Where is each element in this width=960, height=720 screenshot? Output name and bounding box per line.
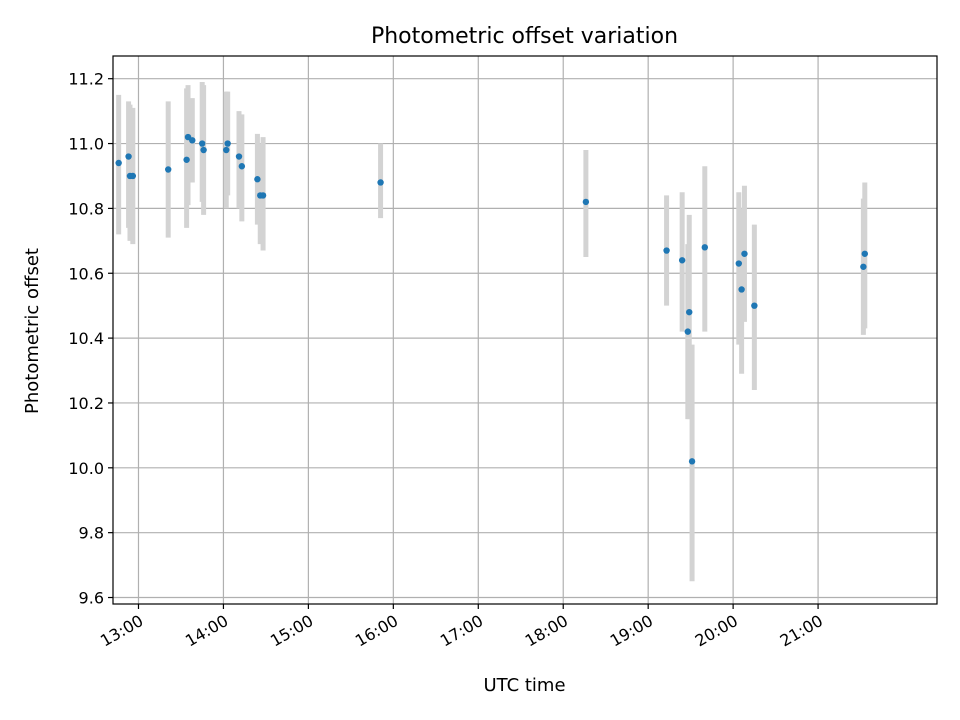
data-point	[582, 198, 590, 206]
data-point	[735, 260, 742, 267]
data-points	[115, 133, 868, 465]
data-point	[165, 166, 172, 173]
y-tick-label: 9.8	[79, 524, 104, 543]
y-tick-label: 10.8	[68, 199, 104, 218]
grid-lines	[113, 56, 937, 604]
y-tick-label: 9.6	[79, 589, 104, 608]
data-point	[254, 176, 261, 183]
data-point	[701, 244, 709, 251]
plot-frame	[112, 55, 938, 605]
data-point	[200, 146, 207, 154]
data-point	[189, 137, 196, 144]
data-point	[223, 146, 230, 154]
y-axis-ticks: 9.6 9.8 10.0 10.2 10.4 10.6 10.8 11.0 11.2	[68, 70, 113, 608]
data-point	[125, 153, 132, 160]
data-point	[684, 328, 692, 335]
data-point	[860, 263, 867, 270]
data-point	[129, 172, 137, 180]
data-point	[198, 140, 206, 147]
data-point	[377, 179, 384, 186]
data-point	[688, 458, 696, 465]
data-point	[678, 257, 686, 264]
chart-title: Photometric offset variation	[371, 24, 678, 49]
data-point	[741, 250, 748, 257]
data-point	[183, 156, 190, 163]
x-axis-label: UTC time	[483, 675, 565, 696]
y-tick-label: 10.2	[68, 394, 104, 413]
data-point	[235, 153, 243, 160]
data-point	[751, 302, 758, 309]
y-tick-label: 10.4	[68, 329, 104, 348]
y-axis-label: Photometric offset	[22, 248, 43, 414]
data-point	[663, 247, 670, 254]
data-point	[738, 286, 745, 293]
y-tick-label: 11.0	[68, 135, 104, 154]
data-point	[238, 163, 246, 170]
data-point	[115, 159, 122, 167]
data-point	[861, 250, 868, 257]
y-tick-label: 11.2	[68, 70, 104, 89]
data-point	[259, 192, 267, 199]
y-tick-label: 10.6	[68, 264, 104, 283]
y-tick-label: 10.0	[68, 459, 104, 478]
data-point	[224, 140, 231, 147]
data-point	[686, 308, 693, 316]
